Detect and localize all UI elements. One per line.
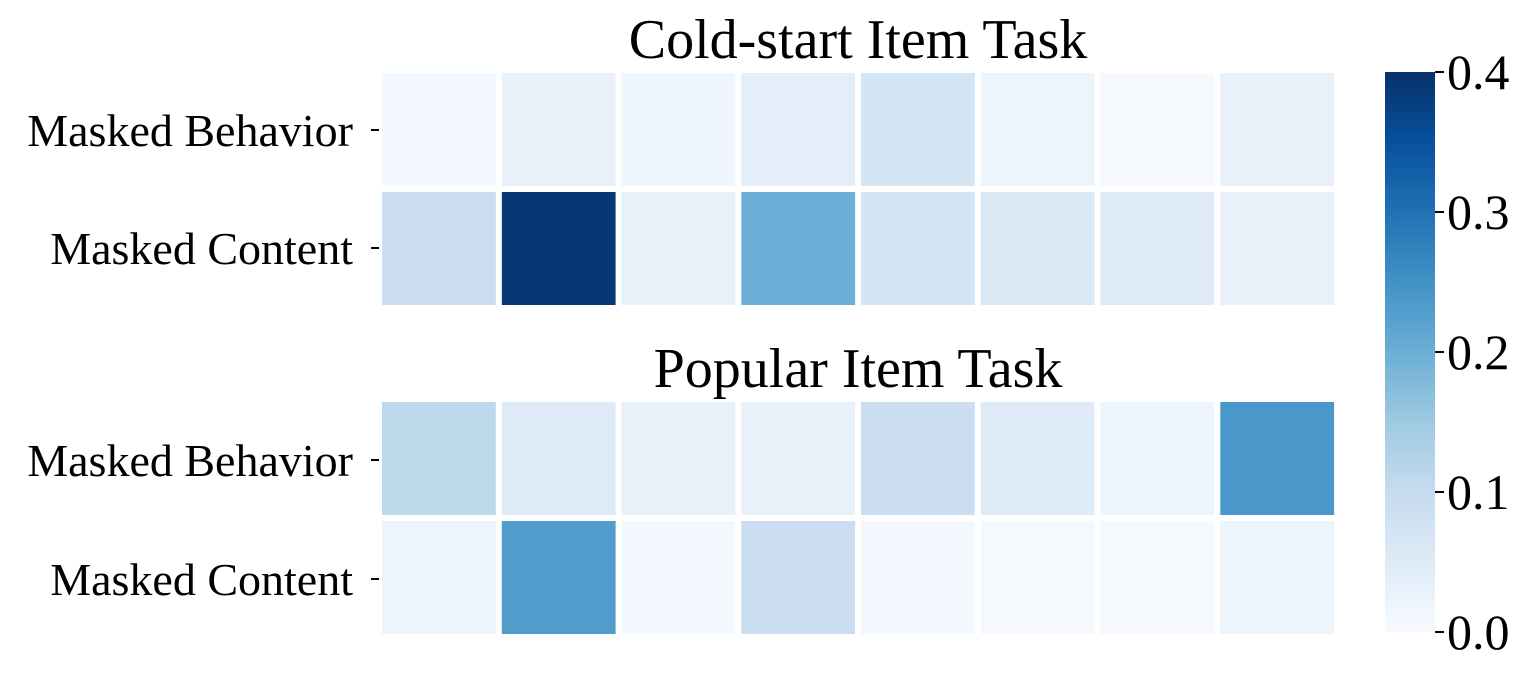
heatmap-cell [501,192,616,305]
row-label: Masked Content [50,223,353,274]
heatmap-cell [980,402,1095,515]
heatmap-cell [861,73,975,186]
heatmap-cell [1220,192,1335,305]
colorbar: 0.0 0.1 0.2 0.3 0.4 [1385,44,1510,660]
row-labels: Masked Behavior Masked Content [27,105,379,274]
heatmap-cell [621,192,736,305]
row-label: Masked Behavior [27,105,353,156]
heatmap-cell [1220,521,1335,634]
heatmap-cell [861,521,975,634]
heatmap-cell [501,73,616,186]
heatmap-cell [621,402,736,515]
colorbar-tick-label: 0.2 [1447,324,1510,380]
heatmap-cell [1220,73,1335,186]
heatmap-cell [1100,192,1215,305]
heatmap-cell [382,73,496,186]
panel-title: Popular Item Task [654,338,1063,400]
heatmap-cell [980,521,1095,634]
heatmap-cells [382,73,1335,305]
heatmap-cell [741,402,856,515]
heatmap-cell [382,521,496,634]
panel-title: Cold-start Item Task [629,9,1088,71]
colorbar-ticks: 0.0 0.1 0.2 0.3 0.4 [1435,44,1510,660]
heatmap-cell [621,521,736,634]
row-labels: Masked Behavior Masked Content [27,435,379,605]
heatmap-cell [501,521,616,634]
heatmap-cell [382,192,496,305]
heatmap-cell [1220,402,1335,515]
colorbar-tick-label: 0.1 [1447,464,1510,520]
row-label: Masked Behavior [27,435,353,486]
colorbar-tick-label: 0.4 [1447,44,1510,100]
heatmap-cell [741,192,856,305]
heatmap-cell [861,192,975,305]
colorbar-tick-label: 0.3 [1447,184,1510,240]
panel-cold-start: Cold-start Item Task Masked Behavior Mas… [27,9,1335,305]
heatmap-cell [980,192,1095,305]
colorbar-gradient [1385,72,1435,632]
heatmap-cell [1100,521,1215,634]
heatmap-cell [1100,73,1215,186]
heatmap-cell [861,402,975,515]
heatmap-cell [980,73,1095,186]
heatmap-cell [741,73,856,186]
heatmap-cell [1100,402,1215,515]
heatmap-cell [382,402,496,515]
colorbar-tick-label: 0.0 [1447,604,1510,660]
heatmap-cell [741,521,856,634]
heatmap-cell [501,402,616,515]
panel-popular: Popular Item Task Masked Behavior Masked… [27,338,1335,634]
heatmap-cell [621,73,736,186]
heatmap-cells [382,402,1335,634]
row-label: Masked Content [50,554,353,605]
